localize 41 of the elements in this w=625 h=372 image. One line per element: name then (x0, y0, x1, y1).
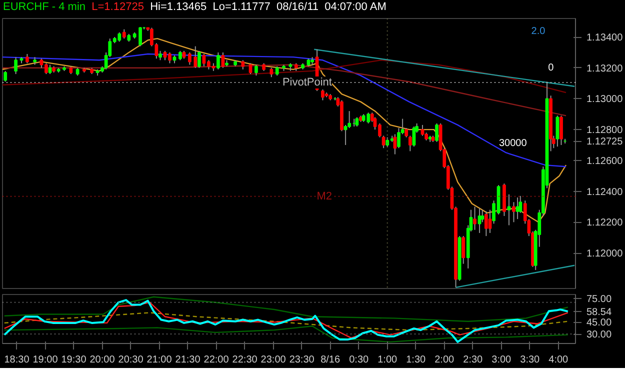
text: Hi=1.13465 Lo=1.11777 08/16/11 04:07:00 AM (150, 1, 386, 13)
y-tick-label: 1.12800 (586, 125, 624, 136)
x-tick-label: 23:00 (260, 354, 286, 366)
x-tick-label: 3:30 (520, 354, 540, 366)
x-tick-label: 22:30 (232, 354, 258, 366)
x-tick-label: 8/16 (320, 354, 341, 366)
x-tick-label: 22:00 (204, 354, 230, 366)
y-tick-label: 75.00 (586, 294, 612, 305)
x-tick-label: 19:00 (32, 354, 58, 366)
x-tick-label: 2:30 (463, 354, 484, 366)
y-tick-label: 1.12600 (586, 156, 624, 167)
x-tick-label: 1:00 (378, 354, 398, 366)
y-tick-label: 1.13200 (586, 63, 624, 74)
x-tick-label: 23:30 (289, 354, 315, 366)
x-tick-label: 2:00 (434, 354, 455, 366)
y-tick-label: 1.12725 (586, 136, 624, 148)
x-tick-label: 21:30 (175, 354, 201, 366)
y-tick-label: 1.12200 (586, 218, 624, 229)
ref-line-label: M2 (316, 190, 332, 202)
x-tick-label: 19:30 (61, 354, 87, 366)
y-tick-label: 1.12400 (586, 186, 624, 198)
annotation: 0 (548, 62, 554, 74)
ref-line-label: PivotPoint (282, 76, 332, 89)
y-tick-label: 45.00 (586, 318, 612, 329)
x-tick-label: 21:00 (146, 354, 172, 366)
x-tick-label: 18:30 (4, 354, 30, 366)
y-tick-label: 1.13400 (586, 32, 624, 44)
chart-title: EURCHF - 4 min (3, 1, 86, 13)
text: L=1.12725 (92, 1, 144, 13)
y-tick-label: 1.13000 (586, 94, 624, 106)
x-tick-label: 3:00 (492, 354, 512, 366)
annotation: 30000 (498, 138, 528, 150)
x-tick-label: 4:00 (548, 354, 569, 366)
x-tick-label: 0:30 (349, 354, 370, 366)
y-tick-label: 30.00 (586, 330, 612, 341)
y-tick-label: 58.54 (586, 306, 612, 318)
x-tick-label: 1:30 (406, 354, 426, 366)
annotation: 2.0 (531, 26, 546, 38)
x-tick-label: 20:30 (118, 354, 144, 366)
x-tick-label: 20:00 (90, 354, 116, 366)
y-tick-label: 1.12000 (586, 248, 624, 260)
